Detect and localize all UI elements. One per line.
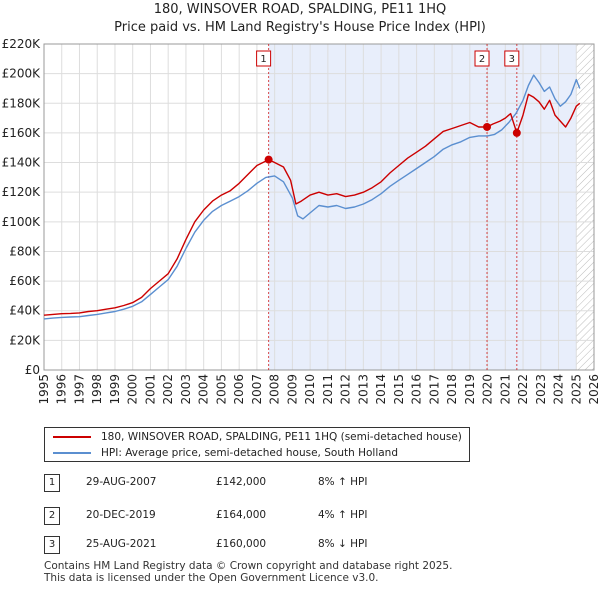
sale-date: 29-AUG-2007: [86, 476, 157, 488]
sale-label-number: 1: [260, 54, 266, 65]
x-tick-label: 2018: [445, 374, 459, 405]
y-tick-label: £40K: [9, 304, 41, 318]
plot-frame: [43, 43, 595, 371]
x-tick-label: 2010: [303, 374, 317, 405]
legend-item-hpi: HPI: Average price, semi-detached house,…: [53, 445, 398, 461]
sale-label-number: 2: [479, 54, 485, 65]
x-tick-label: 1997: [72, 374, 86, 405]
sale-date: 25-AUG-2021: [86, 538, 157, 550]
chart-subtitle: Price paid vs. HM Land Registry's House …: [114, 20, 486, 35]
x-tick-label: 2014: [374, 374, 388, 405]
x-tick-label: 2008: [268, 374, 282, 405]
legend-label-property: 180, WINSOVER ROAD, SPALDING, PE11 1HQ (…: [101, 431, 462, 443]
sale-hpi-diff: 8% ↑ HPI: [318, 476, 368, 488]
x-tick-label: 1996: [55, 374, 69, 405]
sale-label-box: [256, 50, 272, 67]
sale-point-marker: [264, 155, 273, 164]
x-tick-label: 2009: [285, 374, 299, 405]
sale-row: 2 20-DEC-2019 £164,000 4% ↑ HPI: [44, 507, 404, 527]
sale-price: £160,000: [216, 538, 267, 550]
x-tick-label: 2016: [410, 374, 424, 405]
y-tick-label: £220K: [2, 37, 42, 51]
x-tick-label: 2019: [463, 374, 477, 405]
x-tick-label: 2006: [232, 374, 246, 405]
x-tick-label: 2007: [250, 374, 264, 405]
sale-label-number: 3: [509, 54, 515, 65]
sale-label-box: [504, 50, 520, 67]
x-tick-label: 2001: [143, 374, 157, 405]
sale-marker-badge: 1: [44, 474, 60, 492]
property-line-swatch: [53, 436, 91, 438]
x-tick-label: 2022: [516, 374, 530, 405]
y-tick-label: £60K: [9, 274, 41, 288]
y-tick-label: £200K: [2, 67, 42, 81]
legend-item-property: 180, WINSOVER ROAD, SPALDING, PE11 1HQ (…: [53, 429, 462, 445]
footer-licence: This data is licensed under the Open Gov…: [44, 572, 379, 584]
price-chart: £0 £20K £40K £60K £80K £100K £120K £140K £160K £1…: [2, 37, 600, 405]
x-tick-label: 2012: [339, 374, 353, 405]
x-tick-label: 1995: [37, 374, 51, 405]
x-tick-label: 2011: [321, 374, 335, 405]
y-tick-label: £140K: [2, 156, 42, 170]
hpi-line: [43, 74, 581, 320]
x-tick-label: 1999: [108, 374, 122, 405]
x-tick-label: 2026: [587, 374, 600, 405]
legend-label-hpi: HPI: Average price, semi-detached house,…: [101, 447, 398, 459]
y-tick-label: £0: [25, 363, 40, 377]
sale-marker-badge: 2: [44, 507, 60, 525]
x-tick-label: 2024: [552, 374, 566, 405]
sale-price: £142,000: [216, 476, 267, 488]
y-tick-label: £100K: [2, 215, 42, 229]
x-tick-label: 2000: [126, 374, 140, 405]
legend: 180, WINSOVER ROAD, SPALDING, PE11 1HQ (…: [44, 427, 470, 462]
property-price-line: [43, 93, 581, 316]
y-tick-label: £160K: [2, 126, 42, 140]
y-tick-label: £20K: [9, 333, 41, 347]
footer-copyright: Contains HM Land Registry data © Crown c…: [44, 560, 453, 572]
y-tick-label: £80K: [9, 244, 41, 258]
sale-date: 20-DEC-2019: [86, 509, 156, 521]
x-tick-label: 2017: [427, 374, 441, 405]
sale-price: £164,000: [216, 509, 267, 521]
sale-point-marker: [512, 128, 521, 137]
sale-point-marker: [483, 122, 492, 131]
x-tick-label: 2015: [392, 374, 406, 405]
ownership-shade: [268, 44, 577, 370]
chart-title: 180, WINSOVER ROAD, SPALDING, PE11 1HQ: [153, 2, 447, 17]
x-tick-label: 2025: [569, 374, 583, 405]
y-tick-label: £180K: [2, 96, 42, 110]
x-tick-label: 2003: [179, 374, 193, 405]
sale-hpi-diff: 4% ↑ HPI: [318, 509, 368, 521]
sale-marker-badge: 3: [44, 536, 60, 554]
hpi-line-swatch: [53, 452, 91, 454]
x-tick-label: 2004: [197, 374, 211, 405]
x-tick-label: 2023: [534, 374, 548, 405]
sale-label-box: [474, 50, 490, 67]
sale-row: 1 29-AUG-2007 £142,000 8% ↑ HPI: [44, 474, 404, 494]
x-tick-label: 2020: [481, 374, 495, 405]
y-tick-label: £120K: [2, 185, 42, 199]
sale-hpi-diff: 8% ↓ HPI: [318, 538, 368, 550]
x-tick-label: 1998: [90, 374, 104, 405]
x-tick-label: 2005: [214, 374, 228, 405]
x-tick-label: 2021: [498, 374, 512, 405]
x-tick-label: 2002: [161, 374, 175, 405]
x-tick-label: 2013: [356, 374, 370, 405]
sale-row: 3 25-AUG-2021 £160,000 8% ↓ HPI: [44, 536, 404, 556]
forecast-hatch: [576, 44, 594, 370]
